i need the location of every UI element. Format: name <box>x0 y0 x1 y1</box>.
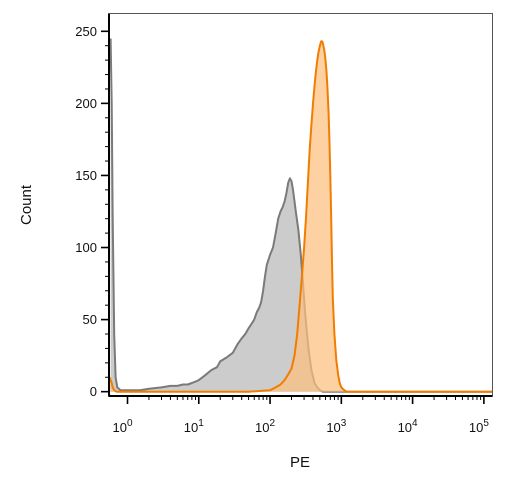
x-tick-label: 103 <box>326 418 346 435</box>
y-tick-label: 100 <box>75 240 97 255</box>
x-tick-label: 101 <box>184 418 204 435</box>
series-2-area <box>109 41 492 392</box>
x-tick-label: 100 <box>112 418 132 435</box>
y-axis-title: Count <box>18 184 35 225</box>
y-tick-label: 200 <box>75 96 97 111</box>
x-tick-label: 105 <box>469 418 489 435</box>
x-tick-label: 102 <box>255 418 275 435</box>
y-tick-label: 0 <box>90 384 97 399</box>
x-axis-title: PE <box>290 454 310 471</box>
axis-layer <box>101 14 492 404</box>
x-tick-labels: 100 101 102 103 104 105 <box>112 418 489 435</box>
y-tick-label: 250 <box>75 24 97 39</box>
y-tick-label: 150 <box>75 168 97 183</box>
series-2-line <box>108 40 492 393</box>
x-tick-label: 104 <box>398 418 418 435</box>
y-tick-label: 50 <box>83 312 97 327</box>
y-tick-labels: 0 50 100 150 200 250 <box>75 24 97 399</box>
series-layer <box>108 38 492 393</box>
